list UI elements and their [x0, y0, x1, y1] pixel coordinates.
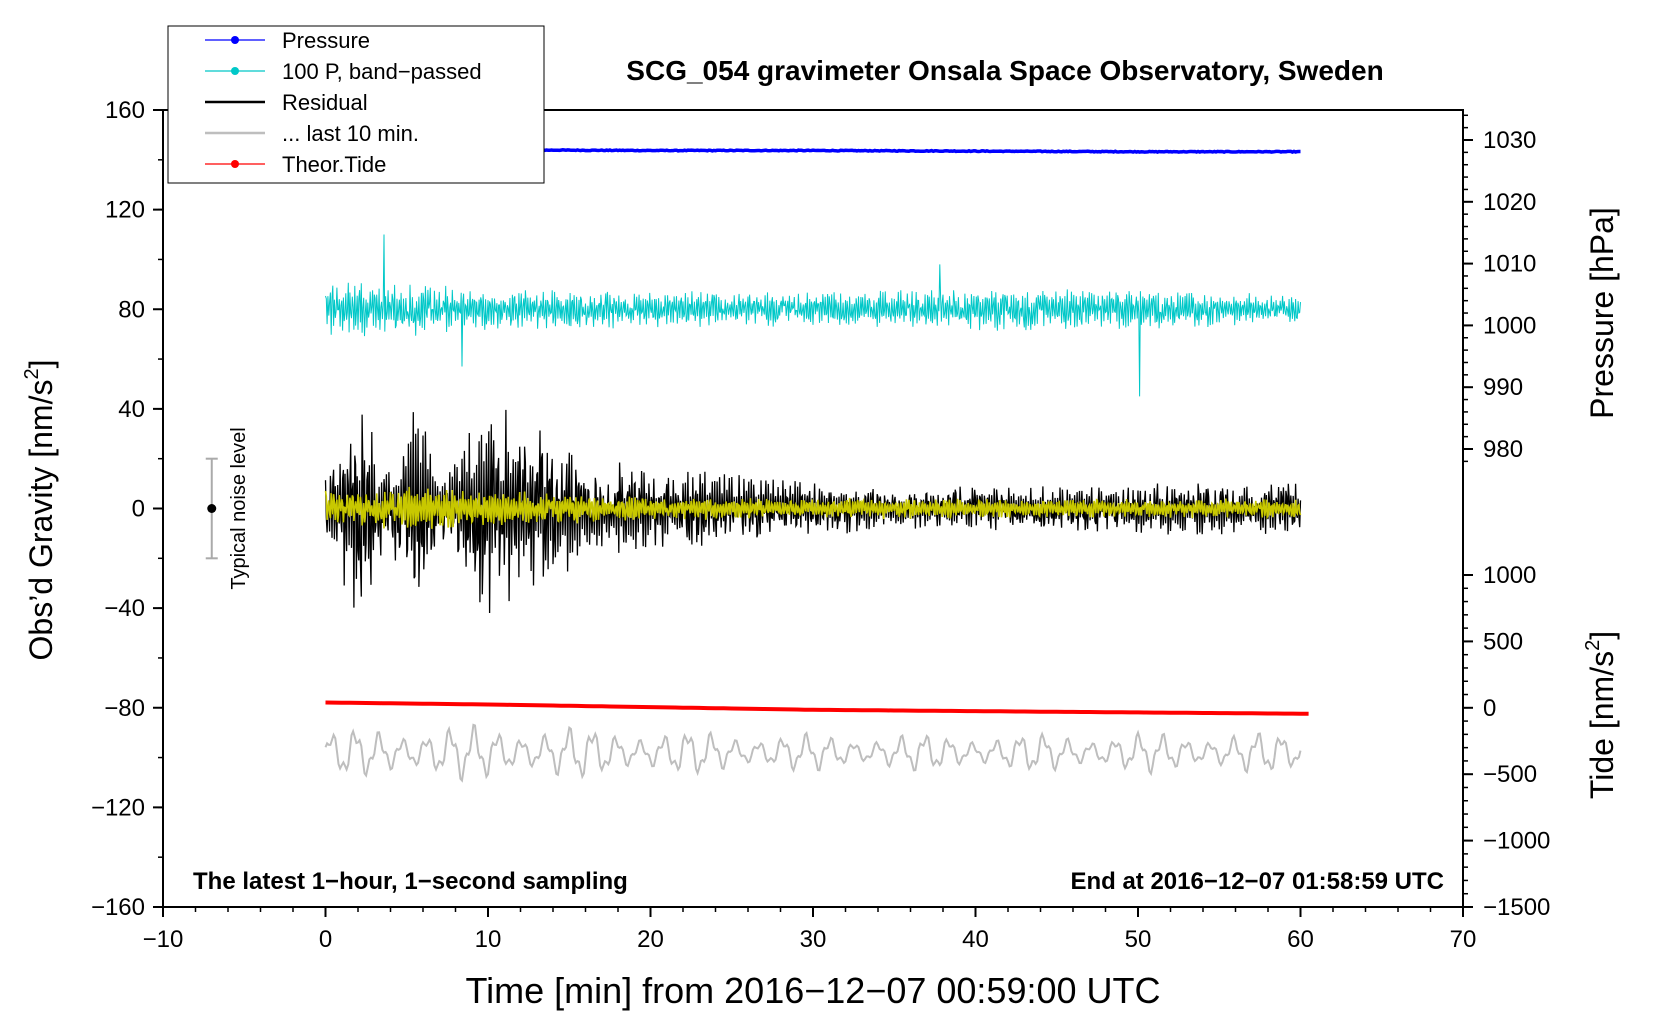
- pressure-tick-label: 990: [1483, 374, 1523, 401]
- pressure-tick-label: 1030: [1483, 127, 1536, 154]
- x-tick-label: 20: [637, 926, 664, 953]
- pressure-tick-label: 980: [1483, 436, 1523, 463]
- tide-tick-label: −1500: [1483, 894, 1550, 921]
- tide-tick-label: 500: [1483, 628, 1523, 655]
- pressure-tick-label: 1000: [1483, 312, 1536, 339]
- y-axis-label-tide: Tide [nm/s2]: [1582, 631, 1620, 799]
- legend-label: 100 P, band−passed: [282, 59, 482, 84]
- annotation-end-time: End at 2016−12−07 01:58:59 UTC: [1070, 868, 1444, 895]
- legend-label: ... last 10 min.: [282, 121, 419, 146]
- tide-tick-label: 1000: [1483, 562, 1536, 589]
- y-tick-label: −80: [104, 695, 145, 722]
- legend-label: Theor.Tide: [282, 152, 386, 177]
- chart-title: SCG_054 gravimeter Onsala Space Observat…: [626, 55, 1383, 86]
- series-band-passed-pressure: [325, 234, 1301, 397]
- legend-label: Pressure: [282, 28, 370, 53]
- x-tick-label: 50: [1125, 926, 1152, 953]
- y-tick-label: −40: [104, 595, 145, 622]
- y-tick-label: −160: [91, 894, 145, 921]
- series-residual-smoothed: [324, 486, 1302, 529]
- pressure-tick-label: 1020: [1483, 189, 1536, 216]
- noise-level-indicator: Typical noise level: [205, 427, 250, 590]
- y-axis-label-gravity: Obs’d Gravity [nm/s2]: [21, 360, 59, 661]
- y-axis-pressure: 1030 1020 1010 1000 990 980: [1463, 114, 1536, 463]
- noise-level-dot: [207, 504, 217, 513]
- y-tick-label: 160: [105, 97, 145, 124]
- x-tick-label: 60: [1287, 926, 1314, 953]
- series-theoretical-tide: [325, 700, 1309, 716]
- x-axis: −10 0 10 20 30 40 50 60 70: [143, 907, 1477, 953]
- legend-box: [167, 25, 545, 184]
- pressure-tick-label: 1010: [1483, 251, 1536, 278]
- annotation-sampling: The latest 1−hour, 1−second sampling: [193, 868, 628, 895]
- x-tick-label: 30: [800, 926, 827, 953]
- x-tick-label: −10: [143, 926, 184, 953]
- x-tick-label: 70: [1450, 926, 1477, 953]
- series-last-10-min: [324, 723, 1302, 783]
- y-tick-label: −120: [91, 794, 145, 821]
- data-series: [324, 147, 1309, 783]
- y-axis-tide: 1000 500 0 −500 −1000 −1500: [1463, 562, 1550, 921]
- tide-tick-label: 0: [1483, 695, 1496, 722]
- y-axis-label-pressure: Pressure [hPa]: [1584, 207, 1620, 419]
- y-tick-label: 120: [105, 197, 145, 224]
- y-tick-label: 80: [118, 296, 145, 323]
- x-tick-label: 40: [962, 926, 989, 953]
- legend: Pressure 100 P, band−passed Residual ... la…: [167, 25, 545, 184]
- x-tick-label: 10: [475, 926, 502, 953]
- tide-tick-label: −1000: [1483, 828, 1550, 855]
- legend-label: Residual: [282, 90, 368, 115]
- noise-level-label: Typical noise level: [228, 427, 250, 589]
- series-residual: [324, 409, 1302, 614]
- legend-marker: [231, 160, 239, 168]
- tide-tick-label: −500: [1483, 761, 1537, 788]
- x-axis-label: Time [min] from 2016−12−07 00:59:00 UTC: [465, 970, 1160, 1011]
- y-tick-label: 40: [118, 396, 145, 423]
- legend-marker: [231, 67, 239, 75]
- y-axis-gravity: 160 120 80 40 0 −40 −80 −120 −160: [91, 97, 163, 921]
- legend-marker: [231, 36, 239, 44]
- y-tick-label: 0: [132, 496, 145, 523]
- x-tick-label: 0: [319, 926, 332, 953]
